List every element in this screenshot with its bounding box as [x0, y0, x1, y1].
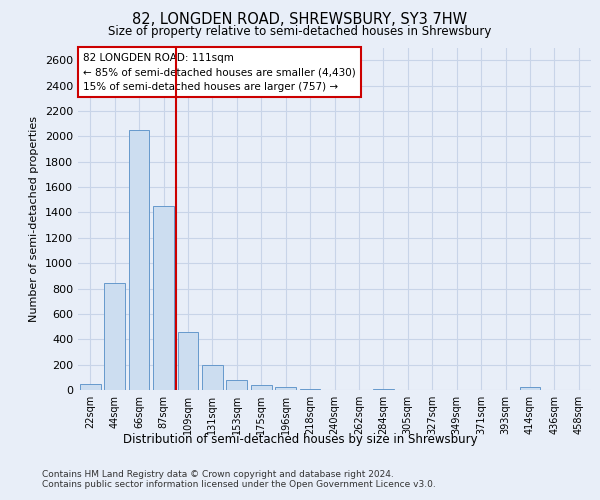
Text: 82, LONGDEN ROAD, SHREWSBURY, SY3 7HW: 82, LONGDEN ROAD, SHREWSBURY, SY3 7HW — [133, 12, 467, 28]
Y-axis label: Number of semi-detached properties: Number of semi-detached properties — [29, 116, 40, 322]
Text: Size of property relative to semi-detached houses in Shrewsbury: Size of property relative to semi-detach… — [109, 25, 491, 38]
Bar — [104, 284, 125, 390]
Bar — [202, 366, 223, 390]
Bar — [520, 388, 541, 390]
Bar — [275, 388, 296, 390]
Bar — [226, 380, 247, 390]
Bar — [178, 332, 199, 390]
Text: 82 LONGDEN ROAD: 111sqm
← 85% of semi-detached houses are smaller (4,430)
15% of: 82 LONGDEN ROAD: 111sqm ← 85% of semi-de… — [83, 52, 356, 92]
Bar — [153, 206, 174, 390]
Bar — [251, 385, 272, 390]
Text: Distribution of semi-detached houses by size in Shrewsbury: Distribution of semi-detached houses by … — [122, 432, 478, 446]
Bar — [80, 384, 101, 390]
Text: Contains HM Land Registry data © Crown copyright and database right 2024.
Contai: Contains HM Land Registry data © Crown c… — [42, 470, 436, 490]
Bar — [128, 130, 149, 390]
